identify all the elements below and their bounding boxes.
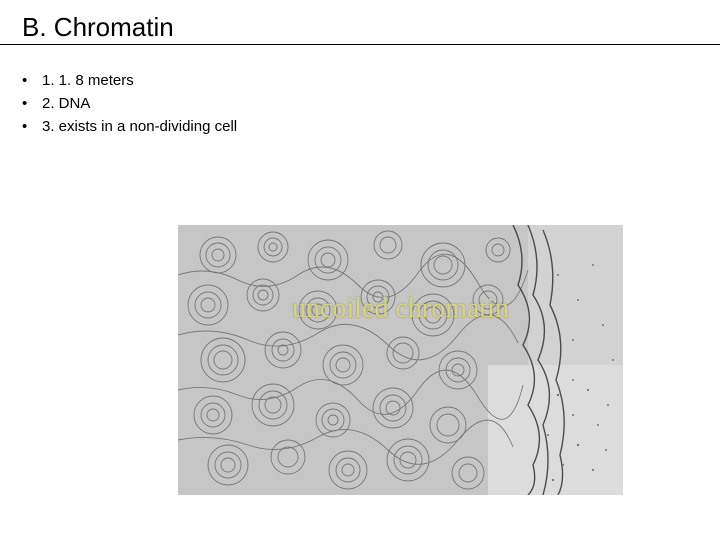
image-caption: uncoiled chromatin: [178, 293, 623, 325]
bullet-dot: •: [22, 95, 42, 112]
bullet-dot: •: [22, 118, 42, 135]
title-underline: [0, 44, 720, 45]
bullet-text: 3. exists in a non-dividing cell: [42, 118, 237, 135]
list-item: • 3. exists in a non-dividing cell: [22, 118, 237, 135]
slide-title: B. Chromatin: [22, 12, 174, 43]
chromatin-image: uncoiled chromatin: [178, 225, 623, 495]
bullet-text: 1. 1. 8 meters: [42, 72, 134, 89]
list-item: • 2. DNA: [22, 95, 237, 112]
bullet-text: 2. DNA: [42, 95, 90, 112]
bullet-list: • 1. 1. 8 meters • 2. DNA • 3. exists in…: [22, 72, 237, 141]
bullet-dot: •: [22, 72, 42, 89]
image-texture: [178, 225, 623, 495]
list-item: • 1. 1. 8 meters: [22, 72, 237, 89]
